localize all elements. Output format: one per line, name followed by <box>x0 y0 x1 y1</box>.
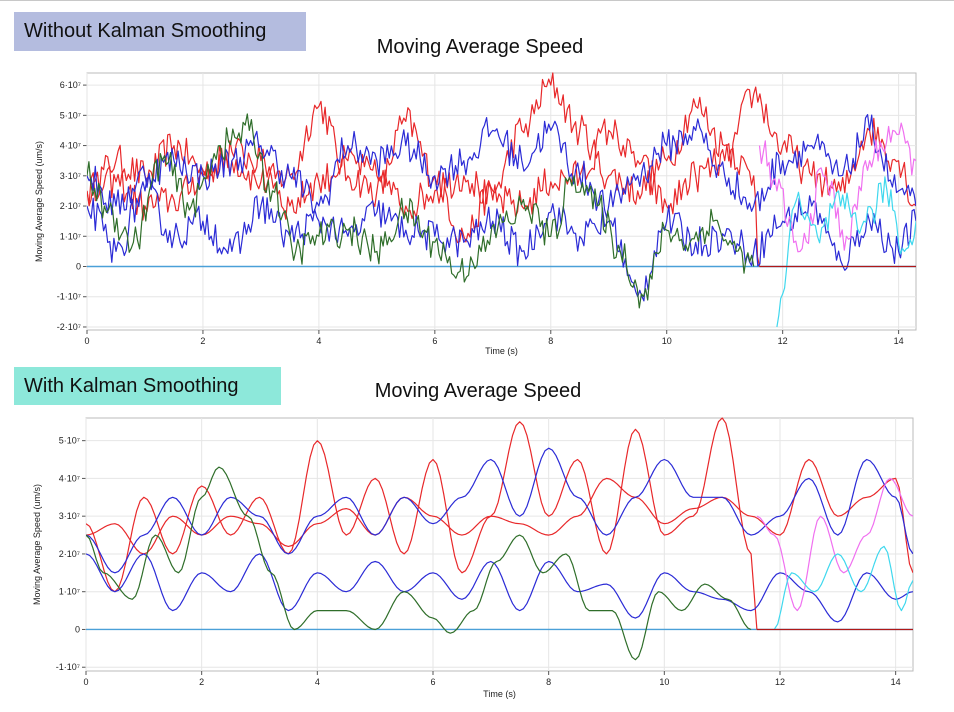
chart-title-bottom: Moving Average Speed <box>374 380 582 402</box>
c1-series-line-4-green <box>86 466 752 661</box>
c1-plot-frame <box>85 417 914 672</box>
c1-y-tick-label: 3·10⁷ <box>59 511 80 521</box>
c1-y-tick-label: 1·10⁷ <box>59 587 80 597</box>
c1-x-tick-label: 12 <box>775 677 785 687</box>
c0-series-line-4-green <box>87 113 755 309</box>
c1-x-tick-label: 0 <box>83 677 88 687</box>
c0-x-tick-label: 10 <box>662 336 672 346</box>
c1-series-line-2-blue <box>86 447 913 574</box>
c0-y-tick-label: 5·10⁷ <box>60 110 81 120</box>
c0-x-tick-label: 14 <box>894 336 904 346</box>
c0-y-axis-label: Moving Average Speed (um/s) <box>34 141 44 262</box>
chart-title-top: Moving Average Speed <box>376 36 584 58</box>
c1-series-line-6-cyan <box>773 545 913 630</box>
c1-x-tick-label: 14 <box>891 677 901 687</box>
c1-series-line-3-blue <box>86 553 913 623</box>
c1-x-tick-label: 6 <box>430 677 435 687</box>
c0-series-line-3-blue <box>87 176 916 302</box>
top-divider <box>0 0 954 1</box>
c1-y-tick-label: 5·10⁷ <box>59 436 80 446</box>
c0-x-axis-label: Time (s) <box>485 346 518 356</box>
c0-y-tick-label: -2·10⁷ <box>57 322 81 332</box>
c0-x-tick-label: 6 <box>432 336 437 346</box>
c1-y-tick-label: 0 <box>75 624 80 634</box>
banner-with-kalman: With Kalman Smoothing <box>14 367 281 405</box>
c0-y-tick-label: 3·10⁷ <box>60 171 81 181</box>
c1-x-axis-label: Time (s) <box>483 689 516 699</box>
c1-series-line-1-red <box>86 458 913 574</box>
c1-series-line-0-red <box>86 417 758 630</box>
c1-series-line-5-magenta <box>756 477 913 612</box>
c0-series-line-6-cyan <box>776 176 916 328</box>
c0-y-tick-label: 1·10⁷ <box>60 231 81 241</box>
c0-x-tick-label: 8 <box>548 336 553 346</box>
c1-x-tick-label: 2 <box>199 677 204 687</box>
c0-y-tick-label: 0 <box>76 262 81 272</box>
c0-y-tick-label: -1·10⁷ <box>57 292 81 302</box>
c0-series-line-5-magenta <box>758 122 916 253</box>
c0-x-tick-label: 12 <box>778 336 788 346</box>
c1-x-tick-label: 10 <box>659 677 669 687</box>
c0-series-line-0-red <box>87 72 761 267</box>
c1-x-tick-label: 4 <box>315 677 320 687</box>
c0-x-tick-label: 4 <box>316 336 321 346</box>
c1-y-axis-label: Moving Average Speed (um/s) <box>32 484 42 605</box>
c0-y-tick-label: 4·10⁷ <box>60 141 81 151</box>
banner-without-kalman: Without Kalman Smoothing <box>14 12 306 51</box>
c1-x-tick-label: 8 <box>546 677 551 687</box>
c0-x-tick-label: 2 <box>200 336 205 346</box>
c1-y-tick-label: 4·10⁷ <box>59 473 80 483</box>
c0-y-tick-label: 6·10⁷ <box>60 80 81 90</box>
c0-x-tick-label: 0 <box>84 336 89 346</box>
c0-y-tick-label: 2·10⁷ <box>60 201 81 211</box>
c1-y-tick-label: -1·10⁷ <box>56 662 80 672</box>
c1-y-tick-label: 2·10⁷ <box>59 549 80 559</box>
